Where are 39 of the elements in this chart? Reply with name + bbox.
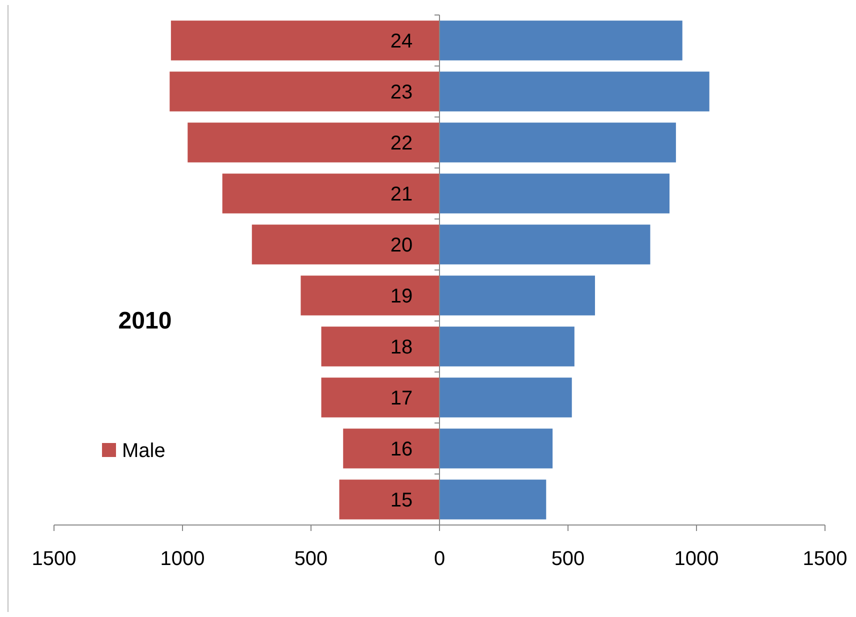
x-tick-label: 1500 (802, 548, 848, 570)
bar (440, 276, 595, 316)
y-tick-label: 24 (390, 30, 413, 52)
x-tick-label: 1500 (32, 548, 76, 570)
text: 2010 (118, 307, 172, 334)
x-tick-label: 1000 (160, 548, 205, 570)
y-tick-label: 16 (390, 438, 413, 460)
y-tick-label: 20 (390, 234, 413, 256)
bar (188, 122, 440, 162)
y-tick-label: 22 (390, 132, 413, 154)
y-tick-label: 18 (390, 336, 413, 358)
bar (170, 20, 440, 60)
bar (440, 174, 670, 214)
legend-label: Male (122, 440, 166, 462)
bar (222, 174, 440, 214)
bar (440, 326, 574, 366)
y-tick-label: 19 (390, 286, 413, 308)
y-tick-label: 17 (390, 388, 413, 410)
x-tick-label: 1000 (674, 548, 719, 570)
x-tick-label: 0 (434, 548, 446, 570)
bar (343, 428, 440, 468)
x-tick-label: 500 (294, 548, 328, 570)
bar (440, 428, 553, 468)
bar (440, 378, 572, 418)
bar (321, 326, 440, 366)
x-tick-label: 500 (551, 548, 585, 570)
y-tick-label: 23 (390, 82, 413, 104)
bar (252, 224, 440, 264)
y-tick-label: 15 (390, 490, 413, 512)
bar (300, 276, 440, 316)
bar (440, 480, 546, 520)
bar (440, 72, 710, 112)
bar (321, 378, 440, 418)
bar (440, 20, 682, 60)
y-tick-label: 21 (390, 184, 413, 206)
bar (440, 224, 650, 264)
bar (170, 72, 440, 112)
bar (339, 480, 440, 520)
bar (440, 122, 676, 162)
